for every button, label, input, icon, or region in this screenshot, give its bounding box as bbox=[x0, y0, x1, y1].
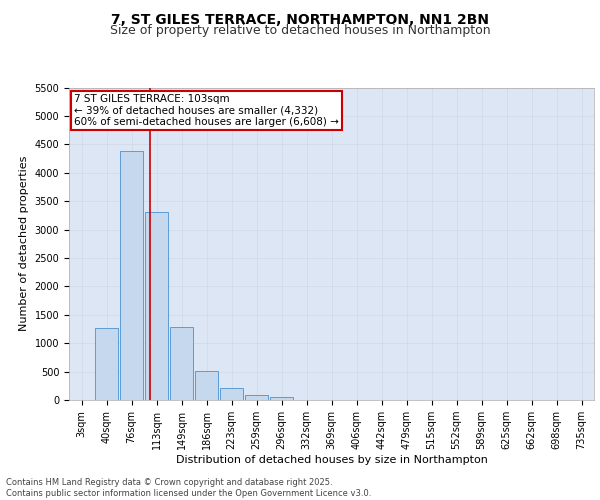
Bar bbox=[145, 212, 169, 400]
Text: 7 ST GILES TERRACE: 103sqm
← 39% of detached houses are smaller (4,332)
60% of s: 7 ST GILES TERRACE: 103sqm ← 39% of deta… bbox=[74, 94, 339, 127]
Text: Contains HM Land Registry data © Crown copyright and database right 2025.
Contai: Contains HM Land Registry data © Crown c… bbox=[6, 478, 371, 498]
Bar bbox=[95, 328, 118, 400]
X-axis label: Distribution of detached houses by size in Northampton: Distribution of detached houses by size … bbox=[176, 455, 487, 465]
Text: 7, ST GILES TERRACE, NORTHAMPTON, NN1 2BN: 7, ST GILES TERRACE, NORTHAMPTON, NN1 2B… bbox=[111, 12, 489, 26]
Bar bbox=[170, 326, 193, 400]
Bar bbox=[245, 395, 268, 400]
Bar bbox=[194, 372, 218, 400]
Text: Size of property relative to detached houses in Northampton: Size of property relative to detached ho… bbox=[110, 24, 490, 37]
Bar bbox=[269, 397, 293, 400]
Y-axis label: Number of detached properties: Number of detached properties bbox=[19, 156, 29, 332]
Bar bbox=[119, 151, 143, 400]
Bar bbox=[220, 388, 244, 400]
